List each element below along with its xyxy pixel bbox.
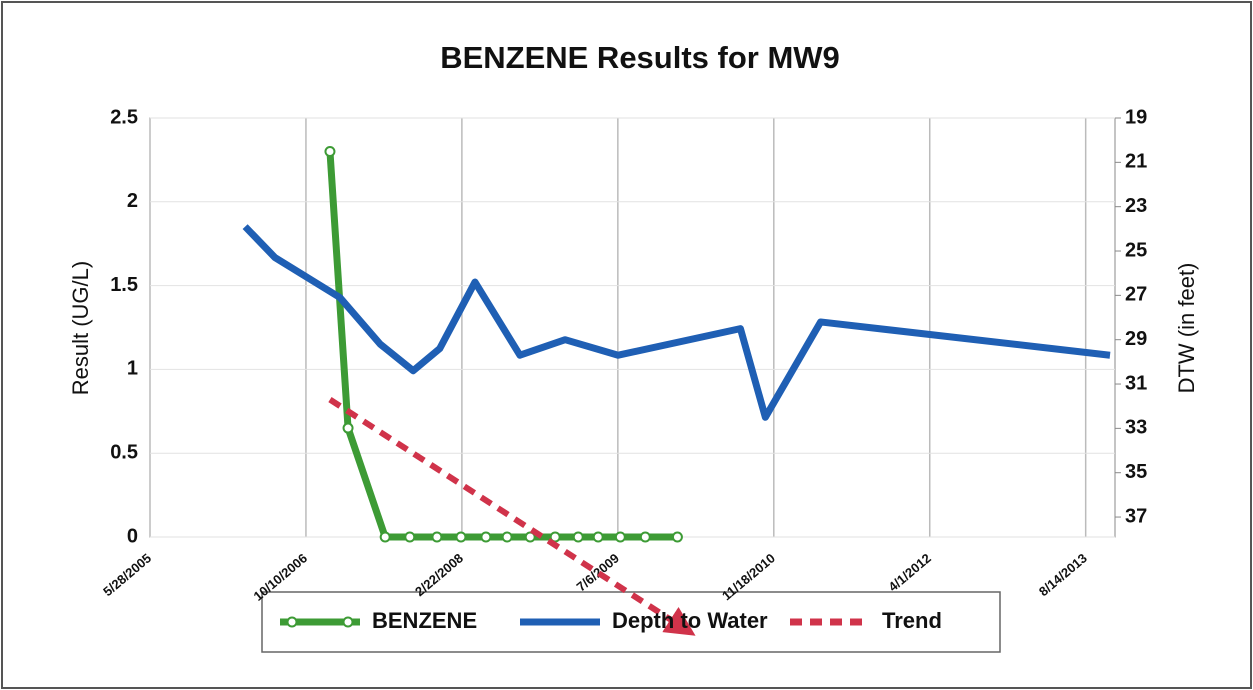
series-marker [614, 531, 626, 543]
y-tick-label: 1 [127, 358, 138, 380]
series-line [242, 224, 1111, 421]
series-marker [404, 531, 416, 543]
y-axis-label: Result (UG/L) [68, 261, 93, 395]
y-tick-label: 2.5 [110, 106, 138, 128]
series-marker [324, 146, 336, 158]
series-marker [671, 531, 683, 543]
series-marker [572, 531, 584, 543]
legend-label: BENZENE [372, 608, 477, 633]
legend-marker [286, 616, 298, 628]
series-marker [501, 531, 513, 543]
y-tick-label: 0.5 [110, 441, 138, 463]
series-marker [455, 531, 467, 543]
y-tick-label: 0 [127, 525, 138, 547]
y2-tick-label: 21 [1125, 151, 1147, 173]
y2-tick-label: 19 [1125, 106, 1147, 128]
y2-axis-label: DTW (in feet) [1174, 263, 1199, 394]
legend-box [261, 591, 1001, 653]
y2-tick-label: 25 [1125, 239, 1147, 261]
legend-marker [342, 616, 354, 628]
y2-tick-label: 37 [1125, 505, 1147, 527]
plot-area [149, 117, 1116, 538]
series-marker [639, 531, 651, 543]
series-marker [431, 531, 443, 543]
y2-tick-label: 35 [1125, 461, 1147, 483]
legend-label: Depth to Water [612, 608, 768, 633]
series-marker [592, 531, 604, 543]
series-line [328, 397, 696, 636]
chart-title: BENZENE Results for MW9 [440, 40, 840, 75]
series-marker [480, 531, 492, 543]
y2-tick-label: 29 [1125, 328, 1147, 350]
y2-tick-label: 23 [1125, 195, 1147, 217]
y-tick-label: 1.5 [110, 274, 138, 296]
y2-tick-label: 31 [1125, 372, 1147, 394]
legend-label: Trend [882, 608, 942, 633]
y2-tick-label: 27 [1125, 284, 1147, 306]
y-tick-label: 2 [127, 190, 138, 212]
series-marker [379, 531, 391, 543]
y2-tick-label: 33 [1125, 417, 1147, 439]
series-marker [342, 422, 354, 434]
